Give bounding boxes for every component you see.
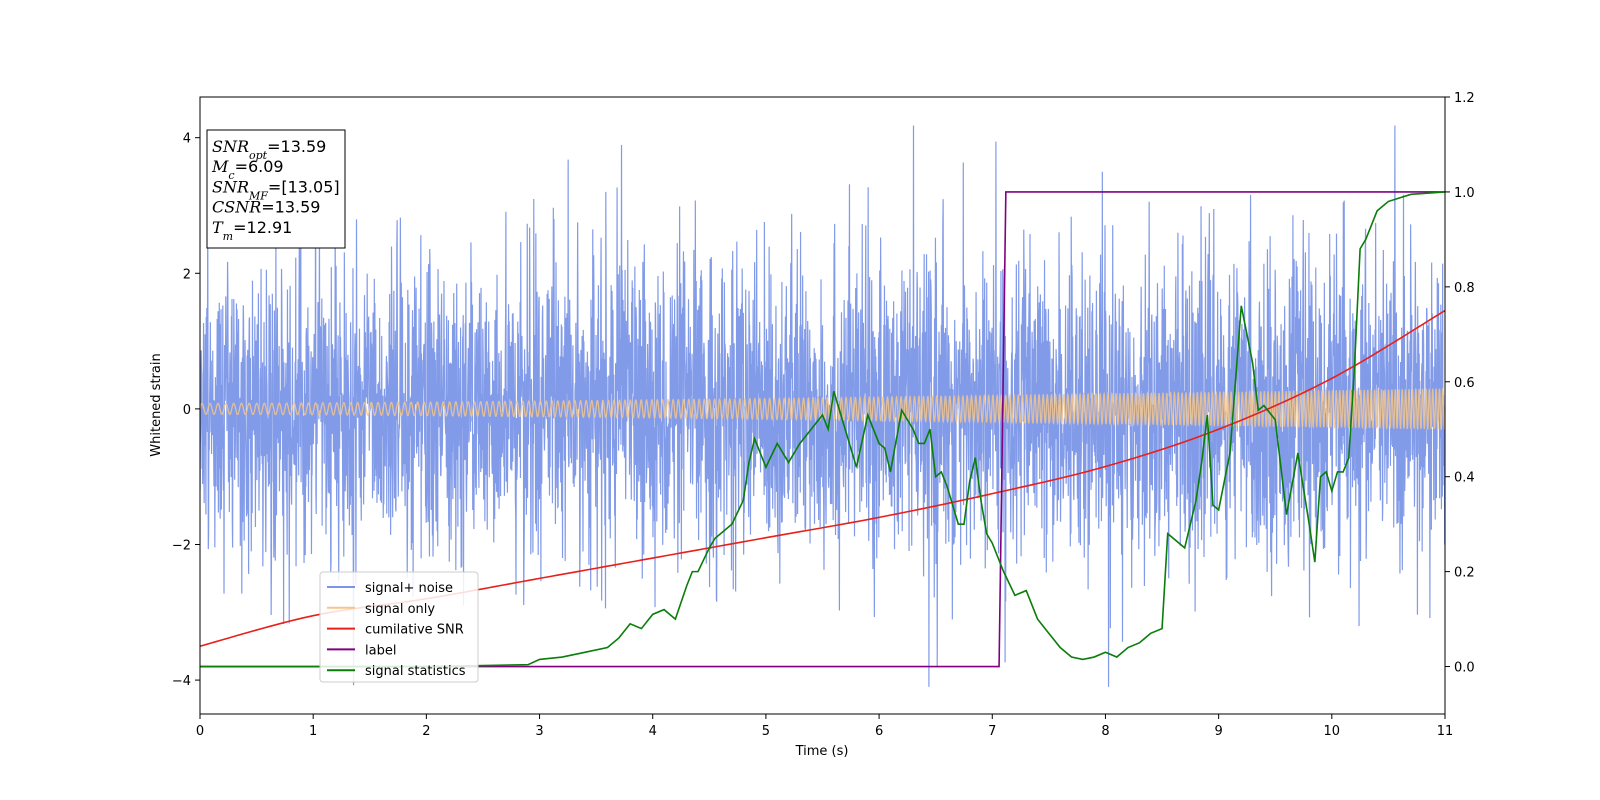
x-tick-label: 1: [309, 724, 317, 739]
y-left-tick-label: −2: [172, 538, 191, 553]
legend-label: signal statistics: [365, 664, 466, 679]
stats-sub: opt: [249, 149, 268, 162]
stats-var: SNR: [212, 137, 249, 156]
stats-value: =6.09: [235, 157, 284, 176]
legend: signal+ noise signal only cumilative SNR la…: [319, 571, 479, 683]
x-tick-label: 6: [875, 724, 883, 739]
y-right-tick-label: 0.2: [1454, 566, 1475, 581]
x-tick-label: 11: [1437, 724, 1454, 739]
stats-var: M: [211, 157, 229, 176]
x-axis-label: Time (s): [795, 744, 849, 759]
stats-value: =13.59: [267, 137, 326, 156]
stats-sub: MF: [248, 189, 268, 202]
stats-value: =12.91: [233, 218, 292, 237]
legend-label: cumilative SNR: [365, 623, 464, 638]
y-left-tick-label: 2: [183, 267, 191, 282]
stats-var: CSNR: [212, 198, 261, 217]
stats-value: =13.59: [261, 198, 320, 217]
stats-box-frame: [206, 129, 346, 249]
y-right-tick-label: 0.0: [1454, 661, 1475, 676]
y-left-tick-label: 0: [183, 403, 191, 418]
series-label: [200, 191, 1445, 668]
y-left-tick-label: −4: [172, 674, 191, 689]
y-left-axis: −4 −2 0 2 4: [172, 132, 200, 689]
x-tick-label: 2: [422, 724, 430, 739]
plot-frame: [199, 96, 1446, 715]
stats-line: CSNR=13.59: [212, 198, 320, 217]
stats-value: =[13.05]: [268, 177, 340, 196]
stats-line: Mc=6.09: [211, 157, 284, 182]
legend-label: signal+ noise: [365, 581, 453, 596]
series-signal-statistics: [200, 191, 1445, 668]
y-right-tick-label: 0.8: [1454, 281, 1475, 296]
x-tick-label: 3: [535, 724, 543, 739]
stats-sub: m: [223, 229, 233, 242]
y-right-tick-label: 1.0: [1454, 186, 1475, 201]
x-tick-label: 9: [1214, 724, 1222, 739]
stats-sub: c: [228, 169, 234, 182]
y-right-tick-label: 0.4: [1454, 471, 1475, 486]
x-tick-label: 8: [1101, 724, 1109, 739]
x-axis: 0 1 2 3 4 5 6 7 8 9 10 11: [196, 714, 1453, 739]
y-left-tick-label: 4: [183, 132, 191, 147]
stats-line: SNRopt=13.59: [212, 137, 326, 162]
legend-items: signal+ noise signal only cumilative SNR la…: [327, 581, 466, 679]
stats-var: T: [212, 218, 224, 237]
stats-lines: SNRopt=13.59Mc=6.09SNRMF=[13.05]CSNR=13.…: [211, 137, 340, 242]
y-right-axis: 0.0 0.2 0.4 0.6 0.8 1.0 1.2: [1445, 91, 1475, 676]
series-signal-only: [200, 387, 1445, 431]
y-right-tick-label: 1.2: [1454, 91, 1475, 106]
stats-var: SNR: [212, 177, 249, 196]
legend-label: label: [365, 643, 396, 658]
stats-line: Tm=12.91: [212, 218, 292, 243]
legend-label: signal only: [365, 602, 435, 617]
y-right-tick-label: 0.6: [1454, 376, 1475, 391]
x-tick-label: 7: [988, 724, 996, 739]
y-axis-label: Whitened strain: [149, 353, 164, 456]
x-tick-label: 4: [649, 724, 657, 739]
x-tick-label: 0: [196, 724, 204, 739]
stats-box: SNRopt=13.59Mc=6.09SNRMF=[13.05]CSNR=13.…: [206, 129, 346, 249]
series-signal-noise: [200, 125, 1445, 687]
x-tick-label: 10: [1324, 724, 1341, 739]
x-tick-label: 5: [762, 724, 770, 739]
legend-frame: [319, 571, 479, 683]
stats-line: SNRMF=[13.05]: [212, 177, 340, 202]
